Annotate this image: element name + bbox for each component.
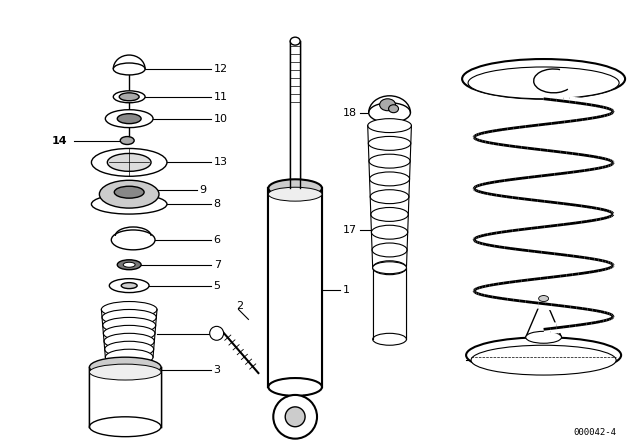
Ellipse shape [106,110,153,128]
Ellipse shape [372,333,406,345]
Text: 000042-4: 000042-4 [573,428,616,437]
Ellipse shape [117,114,141,124]
Text: 18: 18 [342,108,356,118]
Ellipse shape [103,325,155,341]
Ellipse shape [102,310,156,325]
Ellipse shape [466,337,621,373]
Ellipse shape [525,332,561,343]
Text: 6: 6 [214,235,221,245]
Ellipse shape [290,37,300,45]
Text: 5: 5 [214,280,221,291]
Text: 3: 3 [214,365,221,375]
Ellipse shape [90,417,161,437]
Ellipse shape [210,326,223,340]
Ellipse shape [124,262,135,267]
Text: 17: 17 [342,225,356,235]
Ellipse shape [117,260,141,270]
Polygon shape [372,268,406,339]
Ellipse shape [105,341,154,357]
Ellipse shape [99,180,159,208]
Ellipse shape [372,262,406,274]
Polygon shape [268,188,322,387]
Ellipse shape [101,302,157,318]
Polygon shape [525,296,561,337]
Ellipse shape [111,230,155,250]
Ellipse shape [92,148,167,177]
Ellipse shape [380,99,396,111]
Ellipse shape [113,91,145,103]
Ellipse shape [106,349,153,365]
Ellipse shape [268,187,322,201]
Ellipse shape [371,225,408,239]
Text: 10: 10 [214,114,228,124]
Polygon shape [90,367,161,427]
Text: 9: 9 [199,185,206,195]
Ellipse shape [290,184,300,192]
Ellipse shape [369,154,410,168]
Ellipse shape [388,105,399,113]
Ellipse shape [539,296,548,302]
Text: 4: 4 [214,329,221,339]
Ellipse shape [115,186,144,198]
Polygon shape [287,395,303,396]
Text: 12: 12 [214,64,228,74]
Ellipse shape [368,119,412,133]
Ellipse shape [371,207,408,221]
Text: 2: 2 [237,302,244,311]
Text: 7: 7 [214,260,221,270]
Ellipse shape [369,137,411,151]
Ellipse shape [113,63,145,75]
Ellipse shape [119,93,139,101]
Text: 14: 14 [52,136,67,146]
Ellipse shape [268,378,322,396]
Text: 15: 15 [470,355,484,365]
Text: 8: 8 [214,199,221,209]
Ellipse shape [369,172,410,186]
Ellipse shape [109,279,149,293]
Text: 13: 13 [214,157,228,168]
Text: 1: 1 [343,284,350,295]
Ellipse shape [121,283,137,289]
Ellipse shape [104,333,154,349]
Ellipse shape [108,154,151,171]
Ellipse shape [92,194,167,214]
Ellipse shape [102,318,156,333]
Ellipse shape [120,137,134,145]
Text: 16: 16 [470,74,484,84]
Ellipse shape [90,364,161,380]
Ellipse shape [468,67,619,99]
Ellipse shape [369,103,410,123]
Ellipse shape [273,395,317,439]
Polygon shape [290,41,300,188]
Ellipse shape [471,345,616,375]
Ellipse shape [370,190,409,204]
Ellipse shape [462,59,625,99]
Ellipse shape [372,243,407,257]
Ellipse shape [90,357,161,377]
Ellipse shape [372,261,406,275]
Ellipse shape [268,179,322,197]
Text: 11: 11 [214,92,228,102]
Ellipse shape [285,407,305,427]
